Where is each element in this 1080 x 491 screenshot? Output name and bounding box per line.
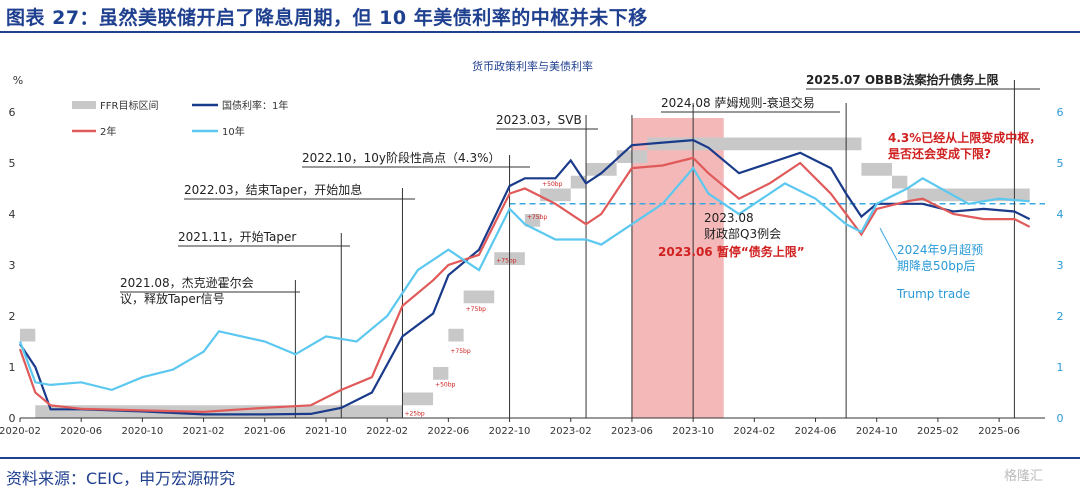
annotation-text: 2021.11，开始Taper <box>178 230 296 244</box>
x-tick-label: 2023-10 <box>672 426 714 437</box>
x-tick-label: 2022-02 <box>366 426 408 437</box>
y-tick-left: 4 <box>9 208 16 221</box>
y-tick-left: 0 <box>9 412 16 425</box>
ffr-step <box>402 392 434 406</box>
annotation-q3-subtitle: 财政部Q3例会 <box>704 226 781 241</box>
annotation-cut50: 2024年9月超预 <box>897 242 983 257</box>
hike-label: +75bp <box>466 306 486 313</box>
ffr-step <box>647 137 862 151</box>
hike-label: +75bp <box>450 348 470 355</box>
hike-label: +50bp <box>542 181 562 188</box>
y-tick-right: 2 <box>1057 310 1064 323</box>
ffr-step <box>463 290 495 304</box>
ffr-step <box>433 367 449 380</box>
annotation-q3-title: 2023.08 <box>704 211 754 225</box>
annotation-center-title: 4.3%已经从上限变成中枢， <box>888 130 1041 145</box>
y-tick-left: 6 <box>9 106 16 119</box>
annotation-text: 2024.08 萨姆规则-衰退交易 <box>661 95 815 110</box>
annotation-arrow <box>879 227 898 261</box>
hike-label: +75bp <box>527 214 547 221</box>
hike-label: +75bp <box>496 257 516 264</box>
x-tick-label: 2024-06 <box>795 426 837 437</box>
y-tick-left: 5 <box>9 157 16 170</box>
annotation-debt-ceiling: 2023.06 暂停“债务上限” <box>658 244 805 259</box>
x-tick-label: 2021-02 <box>183 426 225 437</box>
x-tick-label: 2024-02 <box>733 426 775 437</box>
series-line-y10 <box>18 166 1030 392</box>
series-line-y2 <box>18 156 1031 414</box>
annotation-text: 2022.10，10y阶段性高点（4.3%） <box>302 150 500 165</box>
y-tick-left: 2 <box>9 310 16 323</box>
page-title: 图表 27：虽然美联储开启了降息周期，但 10 年美债利率的中枢并未下移 <box>6 7 648 29</box>
x-tick-label: 2024-10 <box>856 426 898 437</box>
annotation-trump-trade: Trump trade <box>896 287 970 301</box>
ffr-step <box>524 214 541 227</box>
x-tick-label: 2025-02 <box>917 426 959 437</box>
y-axis-unit: % <box>13 74 23 87</box>
y-tick-right: 6 <box>1057 106 1064 119</box>
chart-title: 货币政策利率与美债利率 <box>472 59 593 73</box>
hike-label: +25bp <box>404 410 424 417</box>
x-tick-label: 2020-02 <box>0 426 41 437</box>
legend-label-ffr: FFR目标区间 <box>100 99 158 112</box>
ffr-step <box>570 175 587 189</box>
x-tick-label: 2023-06 <box>611 426 653 437</box>
legend-label-y2: 2年 <box>100 125 116 138</box>
y-tick-left: 1 <box>9 361 16 374</box>
footer-divider <box>0 457 1080 459</box>
ffr-step <box>892 175 908 189</box>
x-tick-label: 2025-06 <box>978 426 1020 437</box>
x-tick-label: 2021-10 <box>305 426 347 437</box>
annotation-center-subtitle: 是否还会变成下限? <box>887 146 991 161</box>
y-tick-right: 1 <box>1057 361 1064 374</box>
ffr-step <box>448 328 464 342</box>
shaded-period <box>631 118 724 418</box>
legend-label-y1: 国债利率：1年 <box>222 99 288 112</box>
x-tick-label: 2023-02 <box>550 426 592 437</box>
y-tick-right: 5 <box>1057 157 1064 170</box>
ffr-step <box>20 328 36 342</box>
y-tick-right: 4 <box>1057 208 1064 221</box>
annotation-text: 2023.03，SVB <box>496 113 582 127</box>
legend-label-y10: 10年 <box>222 125 245 138</box>
hike-label: +50bp <box>435 381 455 388</box>
ffr-step <box>861 163 893 176</box>
x-tick-label: 2020-06 <box>60 426 102 437</box>
ffr-step <box>540 188 571 202</box>
annotation-text: 2021.08，杰克逊霍尔会 <box>120 275 254 290</box>
x-tick-label: 2021-06 <box>244 426 286 437</box>
annotation-text: 2025.07 OBBB法案抬升债务上限 <box>806 72 998 87</box>
y-tick-right: 3 <box>1057 259 1064 272</box>
x-tick-label: 2022-10 <box>489 426 531 437</box>
annotation-cut50-2: 期降息50bp后 <box>897 258 976 273</box>
source-note: 资料来源：CEIC，申万宏源研究 <box>6 469 236 488</box>
x-tick-label: 2022-06 <box>427 426 469 437</box>
legend-swatch-ffr <box>72 101 96 109</box>
x-tick-label: 2020-10 <box>121 426 163 437</box>
annotation-text-2: 议，释放Taper信号 <box>120 291 225 306</box>
y-tick-left: 3 <box>9 259 16 272</box>
y-tick-right: 0 <box>1057 412 1064 425</box>
annotation-text: 2022.03，结束Taper，开始加息 <box>184 182 362 197</box>
watermark: 格隆汇 <box>1004 469 1044 484</box>
title-bar: 图表 27：虽然美联储开启了降息周期，但 10 年美债利率的中枢并未下移 <box>0 0 1080 33</box>
